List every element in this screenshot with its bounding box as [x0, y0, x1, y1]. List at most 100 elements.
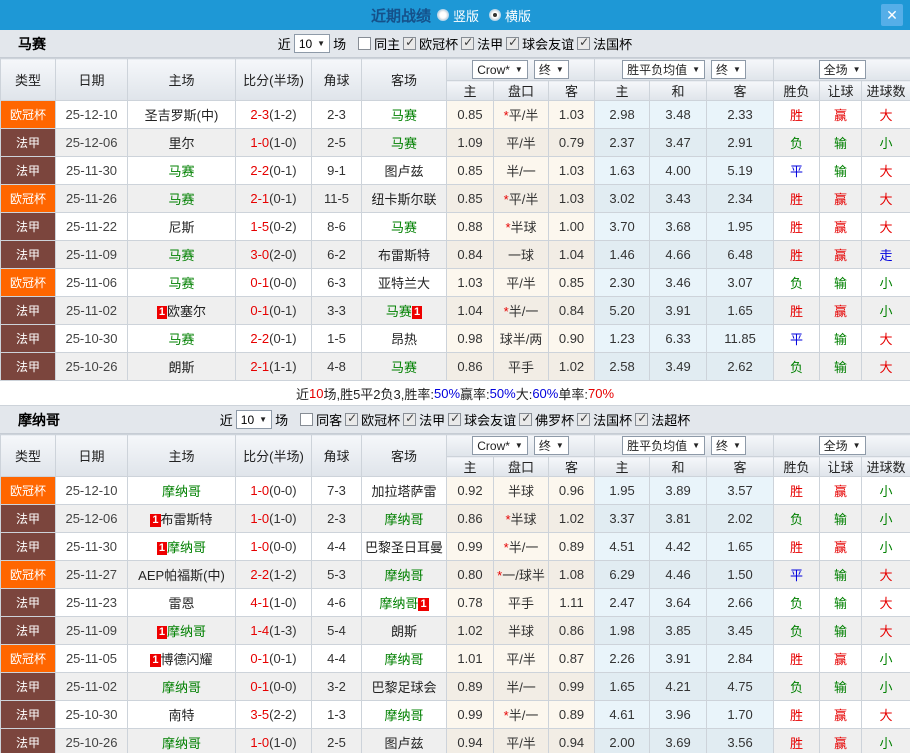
euro-home-odds: 3.37	[594, 504, 651, 533]
away-team: 马赛 1	[361, 296, 447, 325]
chevron-down-icon: ▼	[852, 441, 861, 450]
euro-home-odds: 3.02	[594, 184, 651, 213]
col-header-asian-home: 主	[446, 456, 494, 477]
euro-final-select[interactable]: 终 ▼	[711, 436, 746, 455]
euro-final-select[interactable]: 终 ▼	[711, 60, 746, 79]
league-badge: 法甲	[0, 728, 56, 753]
match-count-select[interactable]: 10 ▼	[293, 34, 331, 53]
col-header-goals: 进球数	[861, 80, 910, 101]
league-filter-label: 佛罗杯	[535, 413, 575, 428]
league-badge: 法甲	[0, 588, 56, 617]
handicap: 平/半	[493, 728, 549, 753]
crown-home-odds: 1.03	[446, 268, 494, 297]
match-date: 25-10-30	[55, 324, 128, 353]
red-card-badge: 1	[156, 542, 168, 555]
table-row: 法甲 25-10-30 马赛 2-2(0-1) 1-5 昂热 0.98 球半/两 0.90 1.2…	[0, 324, 910, 353]
scope-select[interactable]: 全场 ▼	[818, 436, 866, 455]
result-handicap: 赢	[819, 476, 863, 505]
col-header-away: 客场	[361, 58, 447, 101]
result-wdl: 负	[773, 672, 821, 701]
crown-home-odds: 1.09	[446, 128, 494, 157]
crown-away-odds: 1.00	[547, 212, 596, 241]
same-venue-checkbox[interactable]	[358, 37, 372, 50]
match-count-select[interactable]: 10 ▼	[235, 410, 273, 429]
result-goals: 小	[861, 644, 910, 673]
col-header-euro-away: 客	[706, 456, 775, 477]
euro-draw-odds: 3.91	[649, 296, 708, 325]
score: 2-3(1-2)	[235, 100, 312, 129]
home-team: AEP帕福斯(中)	[127, 560, 236, 589]
col-header-corner: 角球	[311, 58, 362, 101]
euro-away-odds: 2.84	[706, 644, 775, 673]
odds-company-select[interactable]: Crow* ▼	[472, 60, 528, 79]
odds-final-select[interactable]: 终 ▼	[533, 436, 569, 455]
result-goals: 小	[861, 268, 910, 297]
away-team: 摩纳哥	[361, 644, 447, 673]
crown-home-odds: 0.98	[446, 324, 494, 353]
team-section: 马赛近10▼场同主欧冠杯法甲球会友谊法国杯类型日期主场比分(半场)角球客场Cro…	[0, 30, 910, 406]
league-checkbox-0-1[interactable]	[461, 35, 475, 50]
result-wdl: 负	[773, 352, 821, 381]
result-wdl: 负	[773, 128, 821, 157]
table-row: 欧冠杯 25-11-06 马赛 0-1(0-0) 6-3 亚特兰大 1.03 平/半 0.85 2…	[0, 268, 910, 297]
euro-away-odds: 1.65	[706, 532, 775, 561]
chevron-down-icon: ▼	[555, 441, 564, 450]
col-header-score: 比分(半场)	[235, 58, 312, 101]
league-checkbox-1-3[interactable]	[519, 411, 533, 426]
horizontal-layout-radio[interactable]	[489, 9, 501, 21]
handicap-star: *	[505, 220, 511, 235]
result-wdl: 胜	[773, 100, 821, 129]
scope-select-label: 全场	[823, 63, 848, 77]
crown-home-odds: 0.85	[446, 184, 494, 213]
odds-final-select-label: 终	[538, 63, 551, 77]
league-checkbox-1-2[interactable]	[448, 411, 462, 426]
same-venue-label: 同客	[316, 413, 343, 428]
col-header-euro-home: 主	[594, 456, 651, 477]
asian-odds-header: Crow* ▼ 终 ▼	[445, 434, 596, 457]
result-goals: 大	[861, 100, 910, 129]
odds-company-select[interactable]: Crow* ▼	[472, 436, 528, 455]
away-team: 马赛	[361, 212, 447, 241]
same-venue-checkbox[interactable]	[300, 413, 314, 426]
vertical-layout-radio[interactable]	[436, 9, 449, 21]
euro-home-odds: 6.29	[594, 560, 651, 589]
league-checkbox-0-2[interactable]	[506, 35, 520, 50]
scope-select[interactable]: 全场 ▼	[818, 60, 866, 79]
score: 2-2(1-2)	[235, 560, 312, 589]
league-checkbox-1-0[interactable]	[345, 411, 359, 426]
handicap: 一球	[493, 240, 549, 269]
close-button[interactable]	[881, 4, 903, 26]
home-team: 1 摩纳哥	[127, 616, 236, 645]
result-wdl: 胜	[773, 476, 821, 505]
league-checkbox-1-1[interactable]	[403, 411, 417, 426]
score: 0-1(0-0)	[235, 268, 312, 297]
league-checkbox-1-5[interactable]	[635, 411, 649, 426]
handicap: 半/一	[493, 156, 549, 185]
league-checkbox-0-0[interactable]	[403, 35, 417, 50]
corner-score: 1-3	[311, 700, 362, 729]
wdl-average-select[interactable]: 胜平负均值 ▼	[622, 60, 706, 79]
match-date: 25-11-27	[55, 560, 128, 589]
table-row: 法甲 25-11-02 1 欧塞尔 0-1(0-1) 3-3 马赛 1 1.04 *半/一 0.84…	[0, 296, 910, 325]
table-row: 法甲 25-11-09 1 摩纳哥 1-4(1-3) 5-4 朗斯 1.02 半球 0.86 1.9…	[0, 616, 910, 645]
match-date: 25-11-02	[55, 672, 128, 701]
euro-draw-odds: 3.47	[649, 128, 708, 157]
score: 3-0(2-0)	[235, 240, 312, 269]
wdl-average-select[interactable]: 胜平负均值 ▼	[622, 436, 706, 455]
euro-away-odds: 4.75	[706, 672, 775, 701]
euro-home-odds: 1.63	[594, 156, 651, 185]
table-row: 法甲 25-10-26 朗斯 2-1(1-1) 4-8 马赛 0.86 平手 1.02 2.58 3…	[0, 352, 910, 381]
handicap-star: *	[503, 304, 509, 319]
away-team: 摩纳哥	[361, 700, 447, 729]
result-handicap: 赢	[819, 100, 863, 129]
league-badge: 法甲	[0, 128, 56, 157]
odds-final-select[interactable]: 终 ▼	[533, 60, 569, 79]
league-checkbox-0-3[interactable]	[577, 35, 591, 50]
corner-score: 6-2	[311, 240, 362, 269]
euro-draw-odds: 3.43	[649, 184, 708, 213]
league-filter-label: 欧冠杯	[361, 413, 401, 428]
result-goals: 小	[861, 504, 910, 533]
titlebar: 近期战绩 竖版 横版	[0, 0, 910, 30]
col-header-euro-draw: 和	[649, 456, 708, 477]
league-checkbox-1-4[interactable]	[577, 411, 591, 426]
